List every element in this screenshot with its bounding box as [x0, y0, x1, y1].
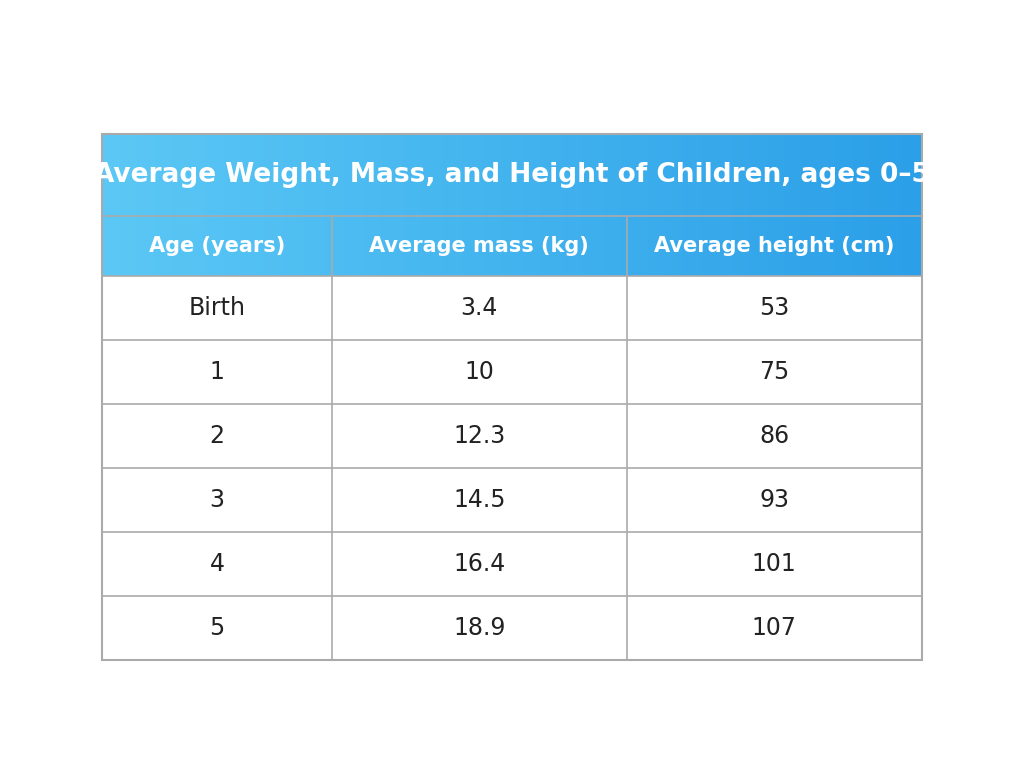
Bar: [102, 134, 922, 660]
Bar: [102, 276, 922, 660]
Text: 53: 53: [759, 296, 790, 320]
Text: 3.4: 3.4: [461, 296, 498, 320]
Text: Average height (cm): Average height (cm): [654, 237, 894, 257]
Text: 12.3: 12.3: [453, 425, 506, 449]
Text: 3: 3: [210, 488, 224, 512]
Text: 10: 10: [464, 360, 495, 385]
Text: 93: 93: [759, 488, 790, 512]
Text: 75: 75: [759, 360, 790, 385]
Text: Average mass (kg): Average mass (kg): [370, 237, 589, 257]
Text: Birth: Birth: [188, 296, 246, 320]
Text: 14.5: 14.5: [453, 488, 506, 512]
Text: 4: 4: [210, 552, 224, 577]
Text: Average Weight, Mass, and Height of Children, ages 0–5: Average Weight, Mass, and Height of Chil…: [94, 162, 930, 188]
Text: 107: 107: [752, 617, 797, 641]
Text: 18.9: 18.9: [453, 617, 506, 641]
Text: 5: 5: [210, 617, 224, 641]
Text: Age (years): Age (years): [148, 237, 286, 257]
Text: 16.4: 16.4: [453, 552, 506, 577]
Text: 86: 86: [759, 425, 790, 449]
Text: 1: 1: [210, 360, 224, 385]
Text: 2: 2: [210, 425, 224, 449]
Text: 101: 101: [752, 552, 797, 577]
